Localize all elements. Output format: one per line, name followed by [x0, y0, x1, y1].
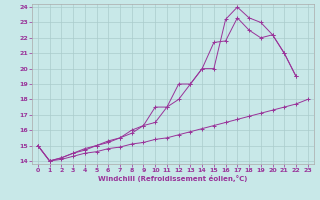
X-axis label: Windchill (Refroidissement éolien,°C): Windchill (Refroidissement éolien,°C)	[98, 175, 247, 182]
